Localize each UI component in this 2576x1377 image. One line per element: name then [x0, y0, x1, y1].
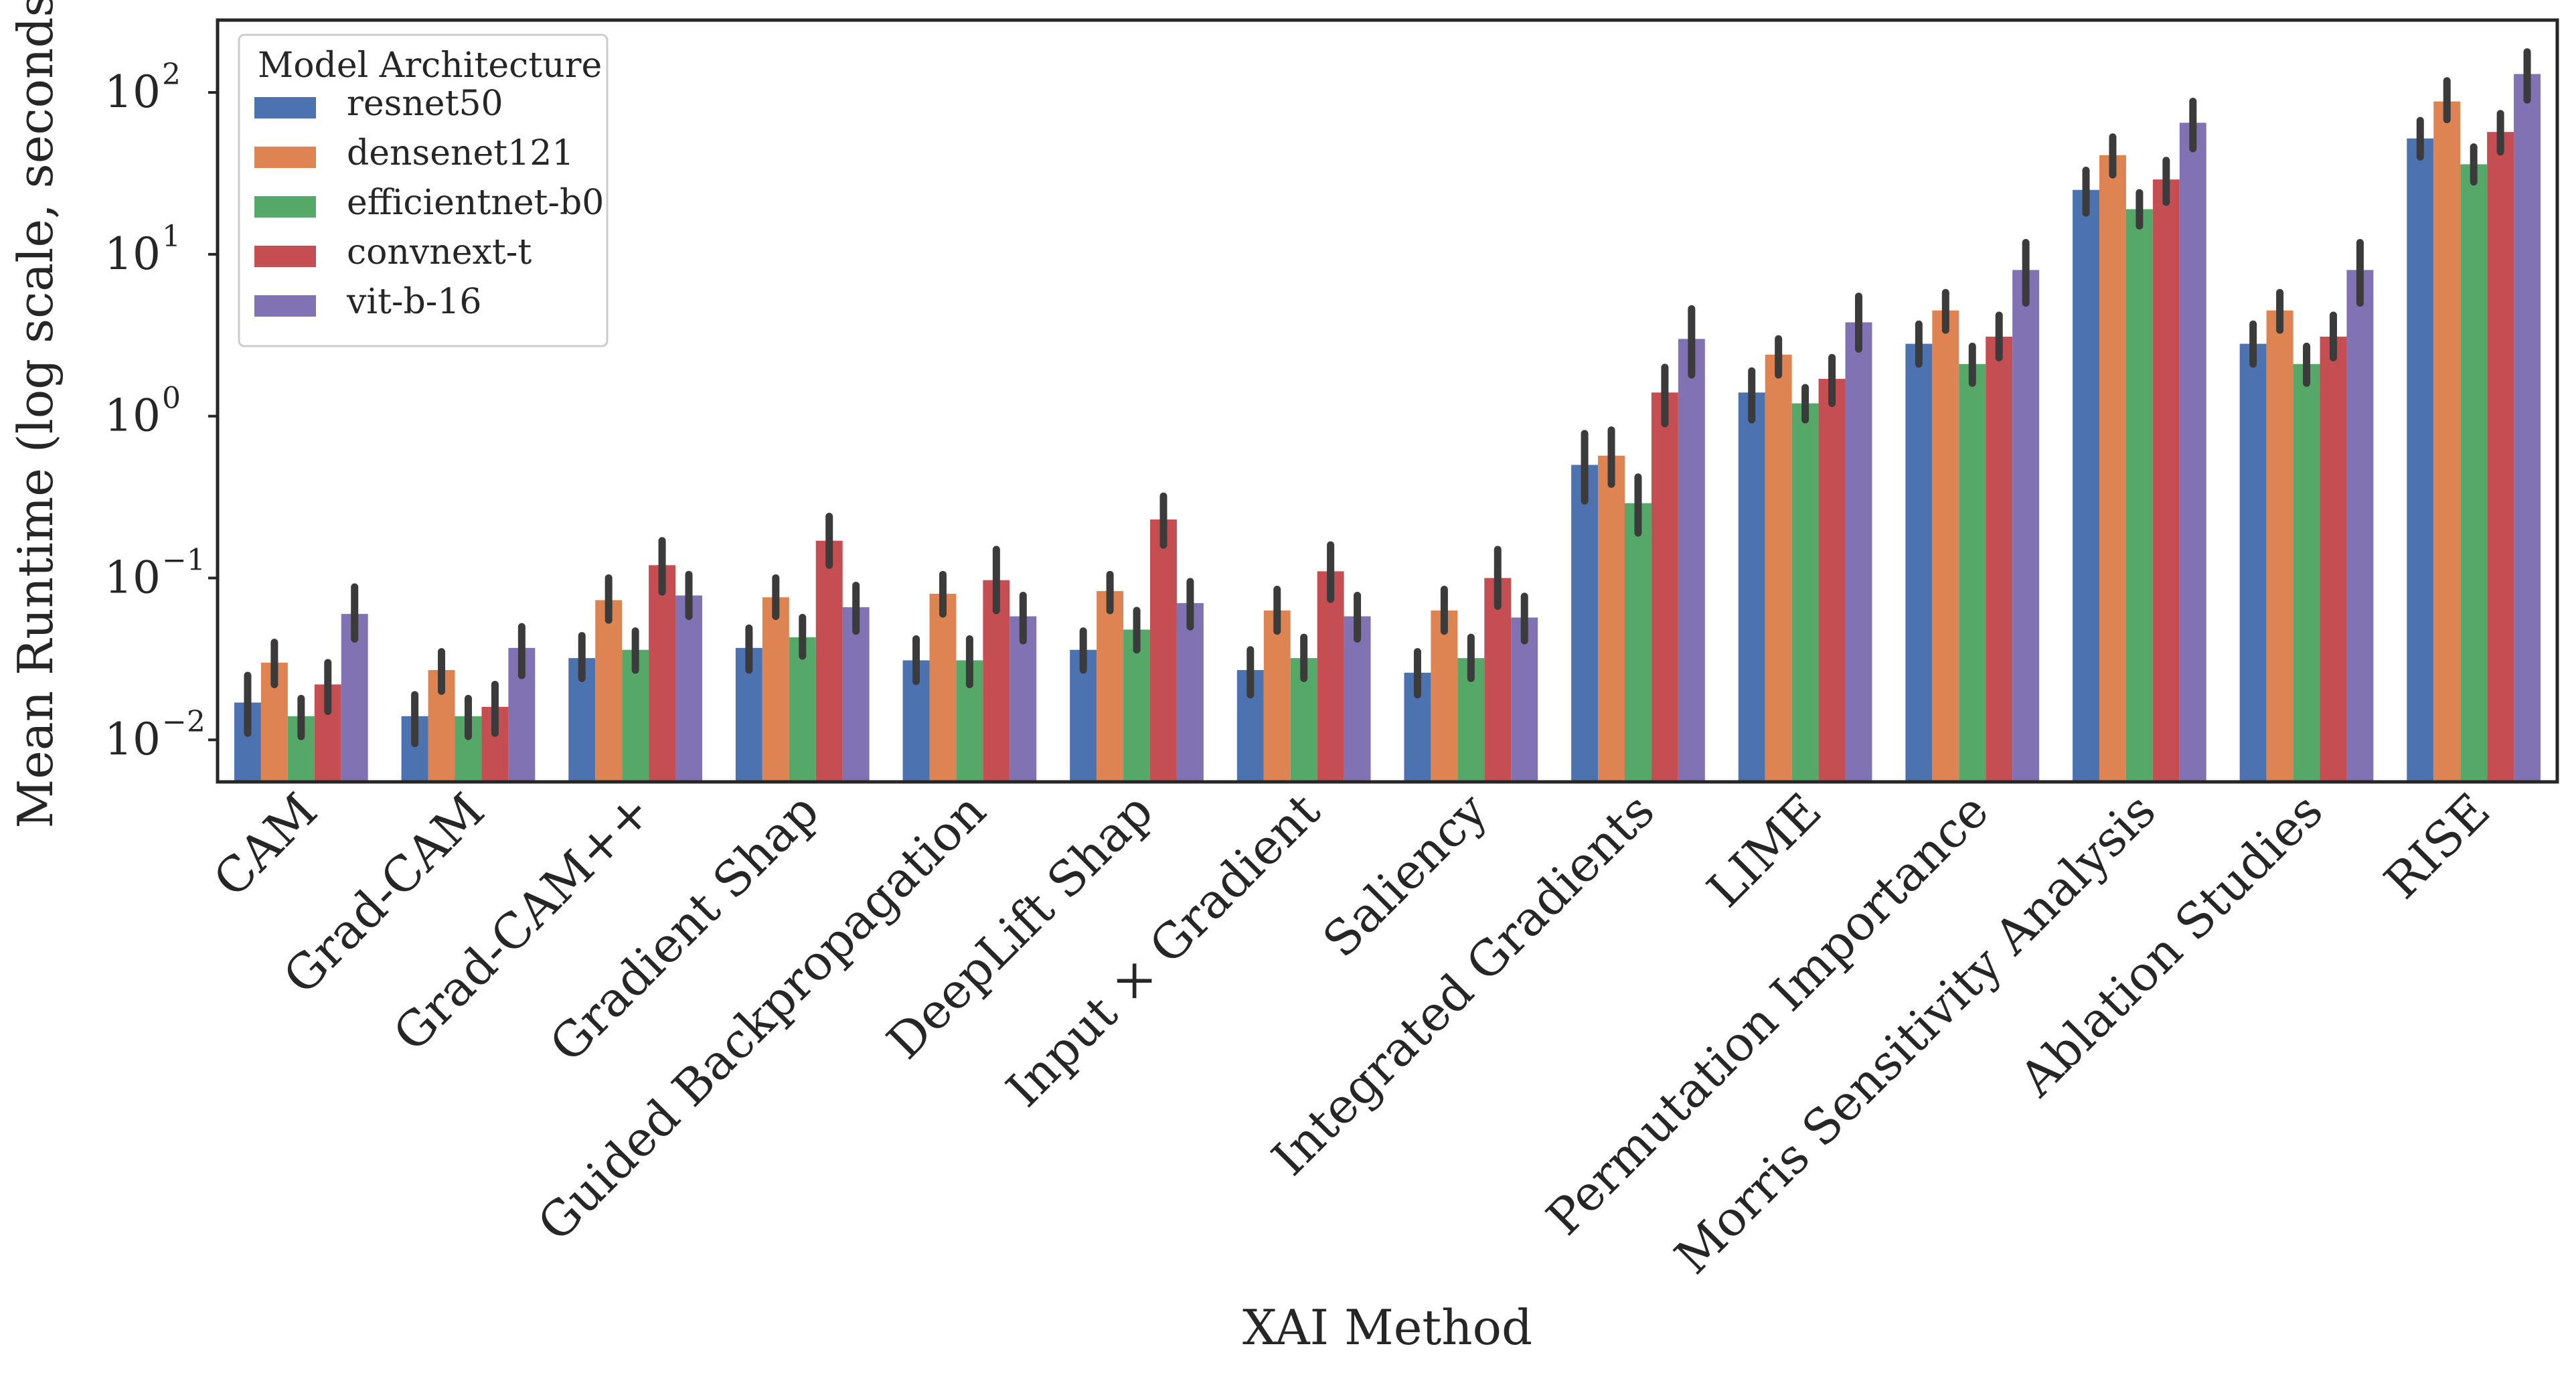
bar-vit-b-16-deeplift-shap: [1176, 602, 1204, 782]
bar-efficientnet-b0-gradient-shap: [789, 637, 816, 782]
bar-vit-b-16-rise: [2514, 74, 2541, 782]
y-tick-label: 101: [104, 220, 181, 280]
bar-vit-b-16-input-gradient: [1344, 616, 1371, 782]
bar-convnext-t-rise: [2487, 132, 2514, 782]
y-tick-exponent: 0: [162, 382, 181, 416]
bar-efficientnet-b0-rise: [2460, 164, 2488, 782]
y-tick-label: 100: [104, 382, 181, 442]
bar-convnext-t-gradient-shap: [815, 540, 843, 782]
bar-vit-b-16-gradient-shap: [842, 607, 870, 782]
legend-items: resnet50 densenet121 efficientnet-b0 convne…: [254, 84, 604, 322]
legend-swatch-densenet121: [254, 147, 316, 168]
bar-convnext-t-permutation-importance: [1986, 336, 2013, 782]
bar-convnext-t-ablation-studies: [2320, 336, 2347, 782]
bar-densenet121-lime: [1765, 354, 1792, 782]
y-axis-label: Mean Runtime (log scale, seconds): [7, 0, 64, 828]
bar-densenet121-input-gradient: [1263, 610, 1291, 782]
error-bars-layer: [244, 48, 2531, 748]
bar-convnext-t-lime: [1818, 378, 1846, 782]
bar-resnet50-lime: [1738, 392, 1765, 782]
x-axis-label: XAI Method: [1242, 1299, 1532, 1356]
x-tick-label: LIME: [1696, 783, 1832, 918]
y-tick-exponent: 2: [162, 58, 181, 92]
legend-swatch-vit-b-16: [254, 295, 316, 317]
bar-vit-b-16-ablation-studies: [2346, 270, 2374, 782]
legend-title: Model Architecture: [258, 46, 602, 86]
bar-vit-b-16-saliency: [1511, 617, 1538, 782]
y-tick-exponent: 1: [162, 220, 181, 254]
bar-densenet121-gradient-shap: [762, 597, 789, 782]
bar-convnext-t-deeplift-shap: [1150, 519, 1177, 782]
y-tick-label: 10−2: [104, 705, 206, 765]
bar-efficientnet-b0-permutation-importance: [1959, 363, 1986, 782]
x-tick-label: Ablation Studies: [2008, 783, 2334, 1108]
bar-convnext-t-integrated-gradients: [1651, 392, 1678, 782]
bar-resnet50-ablation-studies: [2239, 343, 2267, 782]
legend: Model Architecture resnet50 densenet121 ef…: [238, 33, 609, 347]
plot-frame: [216, 18, 2559, 784]
bar-resnet50-permutation-importance: [1905, 343, 1933, 782]
bar-convnext-t-saliency: [1484, 578, 1512, 782]
bar-efficientnet-b0-ablation-studies: [2293, 363, 2320, 782]
legend-label-densenet121: densenet121: [347, 133, 574, 173]
y-tick-exponent: −2: [162, 705, 206, 739]
bar-vit-b-16-permutation-importance: [2012, 270, 2040, 782]
y-tick-exponent: −1: [162, 543, 206, 577]
bar-vit-b-16-integrated-gradients: [1678, 339, 1705, 782]
bar-resnet50-integrated-gradients: [1571, 465, 1599, 782]
bar-densenet121-grad-cam: [595, 600, 623, 782]
legend-label-vit-b-16: vit-b-16: [346, 282, 482, 322]
y-tick-label: 10−1: [104, 543, 206, 603]
legend-label-convnext-t: convnext-t: [347, 232, 532, 272]
bar-densenet121-morris-sensitivity-analysis: [2099, 155, 2126, 783]
legend-label-efficientnet-b0: efficientnet-b0: [347, 183, 604, 223]
y-tick-label: 102: [104, 58, 181, 118]
x-tick-label: Input × Gradient: [995, 783, 1331, 1118]
bar-convnext-t-input-gradient: [1317, 571, 1344, 782]
bar-densenet121-integrated-gradients: [1598, 455, 1625, 782]
bar-densenet121-permutation-importance: [1932, 310, 1959, 782]
bar-vit-b-16-morris-sensitivity-analysis: [2179, 123, 2206, 783]
bar-resnet50-rise: [2407, 138, 2434, 782]
bar-densenet121-rise: [2433, 101, 2461, 783]
legend-swatch-efficientnet-b0: [254, 196, 316, 218]
bar-densenet121-deeplift-shap: [1097, 591, 1124, 782]
bar-resnet50-morris-sensitivity-analysis: [2073, 189, 2099, 782]
x-tick-label: RISE: [2373, 783, 2500, 910]
bar-efficientnet-b0-morris-sensitivity-analysis: [2125, 209, 2153, 782]
bars-layer: [234, 74, 2541, 783]
bar-convnext-t-grad-cam: [649, 565, 676, 782]
bar-vit-b-16-lime: [1845, 322, 1872, 782]
bar-vit-b-16-grad-cam: [675, 595, 702, 782]
bar-densenet121-ablation-studies: [2266, 310, 2293, 782]
bar-densenet121-saliency: [1431, 610, 1458, 782]
bar-convnext-t-morris-sensitivity-analysis: [2152, 179, 2180, 783]
bar-efficientnet-b0-integrated-gradients: [1624, 503, 1652, 782]
bar-efficientnet-b0-deeplift-shap: [1123, 629, 1150, 782]
legend-label-resnet50: resnet50: [347, 84, 503, 124]
bar-densenet121-guided-backpropagation: [929, 593, 957, 782]
legend-box: [238, 33, 609, 347]
bar-efficientnet-b0-lime: [1791, 403, 1819, 782]
x-tick-label: CAM: [203, 783, 328, 908]
legend-swatch-resnet50: [254, 97, 316, 118]
legend-swatch-convnext-t: [254, 246, 316, 267]
